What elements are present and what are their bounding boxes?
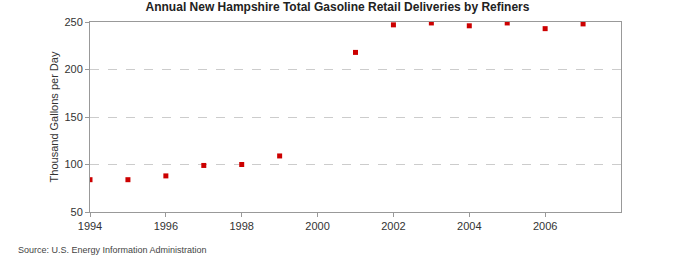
svg-text:1998: 1998 <box>229 220 253 232</box>
svg-text:2004: 2004 <box>457 220 481 232</box>
svg-text:250: 250 <box>64 16 82 28</box>
svg-text:Thousand Gallons per Day: Thousand Gallons per Day <box>48 51 60 182</box>
svg-text:2006: 2006 <box>533 220 557 232</box>
svg-text:100: 100 <box>64 158 82 170</box>
svg-text:Annual New Hampshire Total Gas: Annual New Hampshire Total Gasoline Reta… <box>146 0 530 14</box>
svg-text:1996: 1996 <box>154 220 178 232</box>
svg-text:Source: U.S. Energy Informatio: Source: U.S. Energy Information Administ… <box>18 245 207 255</box>
svg-text:50: 50 <box>71 206 83 218</box>
svg-text:1994: 1994 <box>78 220 102 232</box>
svg-text:150: 150 <box>64 111 82 123</box>
svg-text:2000: 2000 <box>305 220 329 232</box>
svg-text:200: 200 <box>64 63 82 75</box>
svg-text:2002: 2002 <box>381 220 405 232</box>
